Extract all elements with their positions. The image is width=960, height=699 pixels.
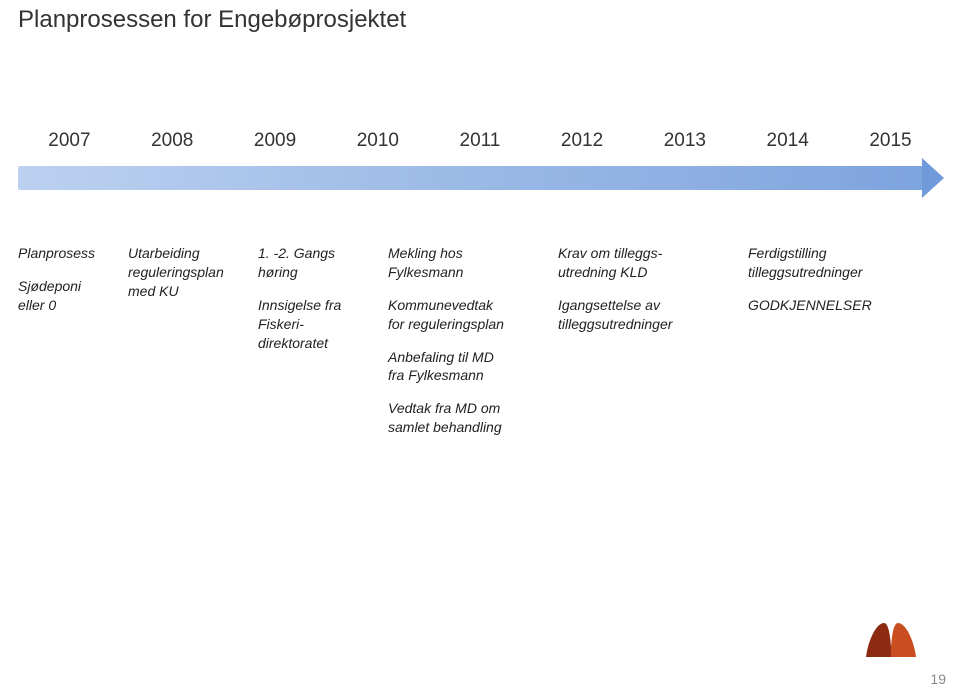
process-column: Utarbeiding reguleringsplan med KU <box>128 244 258 315</box>
process-text: Kommunevedtak <box>388 296 558 315</box>
process-group: Utarbeiding reguleringsplan med KU <box>128 244 258 301</box>
process-text: Anbefaling til MD <box>388 348 558 367</box>
timeline: 2007 2008 2009 2010 2011 2012 2013 2014 … <box>18 130 942 190</box>
process-text: fra Fylkesmann <box>388 366 558 385</box>
process-text: høring <box>258 263 388 282</box>
process-group: GODKJENNELSER <box>748 296 938 315</box>
process-text: Krav om tilleggs- <box>558 244 748 263</box>
process-text: direktoratet <box>258 334 388 353</box>
process-text: reguleringsplan <box>128 263 258 282</box>
process-group: Mekling hos Fylkesmann <box>388 244 558 282</box>
process-text: eller 0 <box>18 296 128 315</box>
year-label: 2013 <box>664 130 706 152</box>
process-group: Kommunevedtak for reguleringsplan <box>388 296 558 334</box>
process-text: samlet behandling <box>388 418 558 437</box>
year-label: 2009 <box>254 130 296 152</box>
timeline-arrow-head <box>922 158 944 198</box>
timeline-arrow <box>18 166 942 190</box>
process-column: Ferdigstilling tilleggsutredninger GODKJ… <box>748 244 938 329</box>
process-text: Fiskeri- <box>258 315 388 334</box>
page-number: 19 <box>930 671 946 687</box>
process-column: Planprosess Sjødeponi eller 0 <box>18 244 128 329</box>
year-label: 2011 <box>460 130 501 152</box>
process-text: tilleggsutredninger <box>748 263 938 282</box>
process-text: Sjødeponi <box>18 277 128 296</box>
process-text: med KU <box>128 282 258 301</box>
process-group: Igangsettelse av tilleggsutredninger <box>558 296 748 334</box>
process-columns: Planprosess Sjødeponi eller 0 Utarbeidin… <box>18 244 942 451</box>
process-text: utredning KLD <box>558 263 748 282</box>
timeline-arrow-body <box>18 166 924 190</box>
process-column: Mekling hos Fylkesmann Kommunevedtak for… <box>388 244 558 451</box>
process-column: Krav om tilleggs- utredning KLD Igangset… <box>558 244 748 348</box>
process-group: 1. -2. Gangs høring <box>258 244 388 282</box>
process-text: for reguleringsplan <box>388 315 558 334</box>
process-group: Ferdigstilling tilleggsutredninger <box>748 244 938 282</box>
year-label: 2012 <box>561 130 603 152</box>
process-text: Vedtak fra MD om <box>388 399 558 418</box>
process-group: Krav om tilleggs- utredning KLD <box>558 244 748 282</box>
process-group: Sjødeponi eller 0 <box>18 277 128 315</box>
year-label: 2015 <box>869 130 911 152</box>
process-column: 1. -2. Gangs høring Innsigelse fra Fiske… <box>258 244 388 366</box>
year-label: 2010 <box>357 130 399 152</box>
process-group: Planprosess <box>18 244 128 263</box>
process-text: Innsigelse fra <box>258 296 388 315</box>
process-text: Mekling hos <box>388 244 558 263</box>
process-group: Vedtak fra MD om samlet behandling <box>388 399 558 437</box>
year-label: 2008 <box>151 130 193 152</box>
process-group: Innsigelse fra Fiskeri- direktoratet <box>258 296 388 353</box>
process-text: 1. -2. Gangs <box>258 244 388 263</box>
year-label: 2007 <box>48 130 90 152</box>
process-group: Anbefaling til MD fra Fylkesmann <box>388 348 558 386</box>
process-text: GODKJENNELSER <box>748 296 938 315</box>
process-text: Igangsettelse av <box>558 296 748 315</box>
year-label: 2014 <box>767 130 809 152</box>
brand-logo-icon <box>862 613 920 665</box>
page-title: Planprosessen for Engebøprosjektet <box>18 6 406 34</box>
process-text: tilleggsutredninger <box>558 315 748 334</box>
timeline-years: 2007 2008 2009 2010 2011 2012 2013 2014 … <box>18 130 942 152</box>
process-text: Ferdigstilling <box>748 244 938 263</box>
process-text: Fylkesmann <box>388 263 558 282</box>
process-text: Utarbeiding <box>128 244 258 263</box>
process-text: Planprosess <box>18 244 128 263</box>
